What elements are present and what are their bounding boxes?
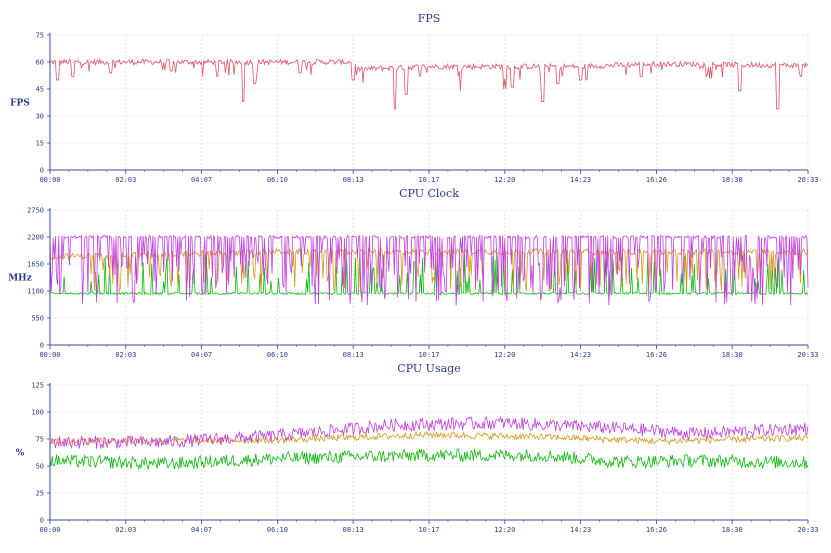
x-tick-label: 12:20 <box>494 176 515 184</box>
x-tick-label: 16:26 <box>646 526 667 534</box>
x-tick-label: 14:23 <box>570 351 591 359</box>
x-tick-label: 00:00 <box>39 351 60 359</box>
x-tick-label: 08:13 <box>343 176 364 184</box>
x-tick-label: 08:13 <box>343 351 364 359</box>
x-tick-label: 18:30 <box>722 351 743 359</box>
x-tick-label: 02:03 <box>115 351 136 359</box>
y-tick-label: 1100 <box>27 288 44 296</box>
x-tick-label: 00:00 <box>39 526 60 534</box>
y-tick-label: 0 <box>40 517 44 525</box>
chart-1: CPU Clock MHz 0 550 1100 1650 2200 2750 00:00 02:… <box>8 187 818 359</box>
x-tick-label: 18:30 <box>722 176 743 184</box>
y-tick-label: 15 <box>36 140 44 148</box>
x-tick-label: 12:20 <box>494 351 515 359</box>
y-tick-label: 75 <box>36 436 44 444</box>
x-tick-label: 02:03 <box>115 176 136 184</box>
x-tick-label: 20:33 <box>797 351 818 359</box>
y-tick-label: 100 <box>31 409 44 417</box>
x-tick-label: 18:30 <box>722 526 743 534</box>
series-line-2 <box>49 234 809 306</box>
y-tick-label: 1650 <box>27 261 44 269</box>
x-tick-label: 12:20 <box>494 526 515 534</box>
x-tick-label: 02:03 <box>115 526 136 534</box>
y-tick-label: 550 <box>31 315 44 323</box>
x-tick-label: 20:33 <box>797 526 818 534</box>
chart-title: CPU Usage <box>397 362 460 375</box>
y-tick-label: 45 <box>36 86 44 94</box>
x-tick-label: 04:07 <box>191 351 212 359</box>
y-tick-label: 2200 <box>27 234 44 242</box>
y-axis-label: FPS <box>10 99 30 109</box>
x-tick-label: 14:23 <box>570 526 591 534</box>
x-tick-label: 10:17 <box>418 526 439 534</box>
chart-0: FPS FPS 0 15 30 45 60 75 00:00 02:03 04:07 06:10 08:… <box>10 12 818 184</box>
y-tick-label: 25 <box>36 490 44 498</box>
y-tick-label: 50 <box>36 463 44 471</box>
x-tick-label: 04:07 <box>191 526 212 534</box>
x-tick-label: 06:10 <box>267 526 288 534</box>
y-axis-label: MHz <box>8 274 32 284</box>
series-line-0 <box>49 57 809 110</box>
x-tick-label: 20:33 <box>797 176 818 184</box>
y-tick-label: 60 <box>36 59 44 67</box>
y-tick-label: 30 <box>36 113 44 121</box>
y-tick-label: 125 <box>31 382 44 390</box>
x-tick-label: 06:10 <box>267 351 288 359</box>
y-tick-label: 2750 <box>27 207 44 215</box>
series-line-1 <box>49 430 809 446</box>
x-tick-label: 06:10 <box>267 176 288 184</box>
series-line-0 <box>49 254 809 296</box>
x-tick-label: 14:23 <box>570 176 591 184</box>
x-tick-label: 10:17 <box>418 176 439 184</box>
x-tick-label: 04:07 <box>191 176 212 184</box>
chart-title: FPS <box>418 12 441 25</box>
y-tick-label: 75 <box>36 32 44 40</box>
series-line-2 <box>49 415 809 449</box>
chart-2: CPU Usage% 0 25 50 75 100 125 00:00 02:03 04:07 06… <box>16 362 819 534</box>
chart-title: CPU Clock <box>399 187 459 200</box>
x-tick-label: 08:13 <box>343 526 364 534</box>
series-line-0 <box>49 448 809 471</box>
x-tick-label: 00:00 <box>39 176 60 184</box>
y-tick-label: 0 <box>40 342 44 350</box>
x-tick-label: 16:26 <box>646 351 667 359</box>
y-tick-label: 0 <box>40 167 44 175</box>
x-tick-label: 10:17 <box>418 351 439 359</box>
x-tick-label: 16:26 <box>646 176 667 184</box>
y-axis-label: % <box>16 449 25 459</box>
